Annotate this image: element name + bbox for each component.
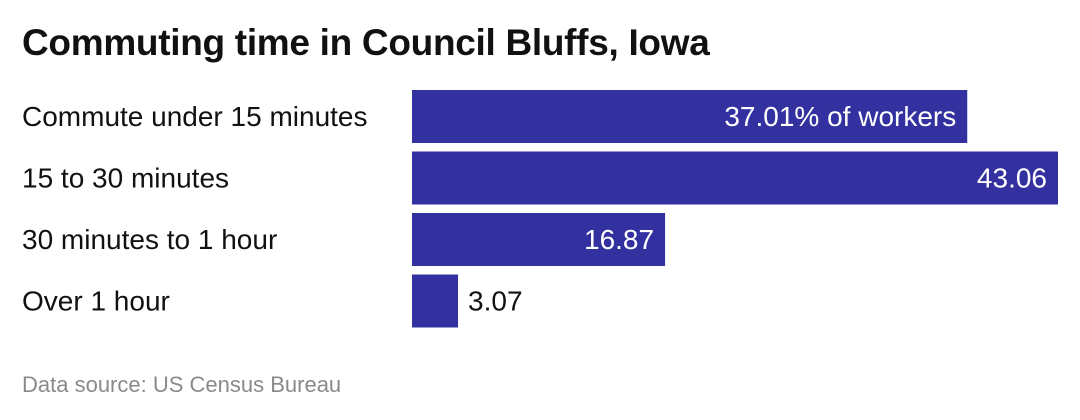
bar bbox=[412, 274, 459, 328]
data-label: 37.01% of workers bbox=[724, 101, 956, 132]
category-label: 30 minutes to 1 hour bbox=[22, 224, 277, 255]
chart-title: Commuting time in Council Bluffs, Iowa bbox=[22, 22, 710, 63]
bar bbox=[412, 213, 666, 266]
category-label: Commute under 15 minutes bbox=[22, 101, 368, 132]
data-source-note: Data source: US Census Bureau bbox=[22, 372, 342, 397]
category-label: 15 to 30 minutes bbox=[22, 163, 229, 194]
bar bbox=[412, 90, 968, 143]
bar-chart: Commute under 15 minutes 37.01% of worker… bbox=[22, 90, 1058, 328]
data-label: 16.87 bbox=[584, 224, 654, 255]
data-label: 3.07 bbox=[468, 286, 523, 317]
bar bbox=[412, 151, 1058, 205]
data-label: 43.06 bbox=[977, 163, 1047, 194]
category-label: Over 1 hour bbox=[22, 286, 170, 317]
